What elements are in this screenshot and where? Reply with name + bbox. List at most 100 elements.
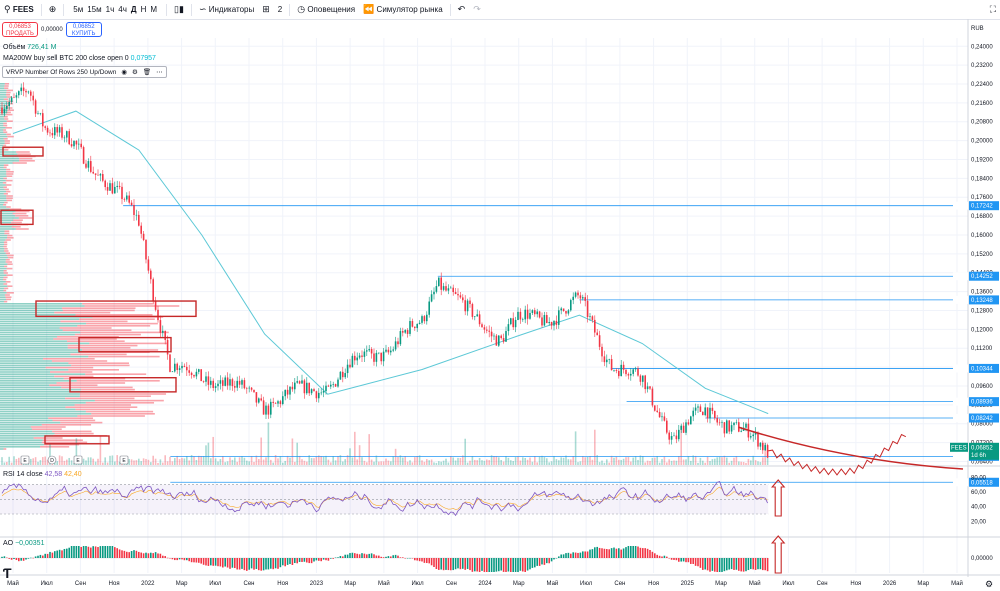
vrvp-down-row: [4, 85, 9, 87]
chart-canvas[interactable]: RUB 0,24000 0,23200 0,22400 0,21600 0,20800 0,…: [0, 19, 1000, 591]
time-axis[interactable]: Май Июл Сен Ноя 2022 Мар Июл Сен Ноя 2023 Мар Май Ию…: [7, 580, 963, 587]
ma-legend[interactable]: MA200W buy sell BTC 200 close open 0 0,0…: [3, 55, 156, 62]
time-axis-label: Ноя: [277, 581, 288, 587]
candle-body: [234, 386, 236, 388]
vrvp-up-row: [0, 309, 63, 312]
vrvp-up-row: [0, 267, 7, 270]
candle-body: [543, 315, 546, 326]
interval-5m[interactable]: 5м: [73, 5, 84, 14]
interval-week[interactable]: Н: [140, 5, 147, 14]
candle-body: [536, 311, 538, 315]
indicator-templates-button[interactable]: ⊞: [258, 0, 274, 19]
vrvp-down-row: [6, 254, 14, 257]
ao-bar: [541, 558, 543, 565]
candle-body: [70, 144, 73, 147]
volume-bar: [210, 458, 212, 465]
replay-button[interactable]: ⏪ Симулятор рынка: [359, 0, 447, 19]
candle-body: [637, 368, 639, 376]
tradingview-logo[interactable]: Ƭ: [3, 565, 12, 581]
vrvp-up-row: [0, 245, 4, 248]
divider: [166, 3, 168, 16]
vrvp-down-row: [80, 331, 169, 334]
volume-bar: [435, 462, 438, 465]
ao-legend[interactable]: AO −0,00351: [3, 540, 44, 547]
trash-icon[interactable]: 🗑: [142, 69, 152, 76]
more-icon[interactable]: ⋯: [156, 69, 163, 76]
candle-body: [630, 373, 632, 376]
ao-bar: [668, 558, 670, 559]
vrvp-legend[interactable]: VRVP Number Of Rows 250 Up/Down ◉ ⚙ 🗑 ⋯: [2, 66, 167, 78]
vrvp-up-row: [0, 364, 72, 367]
ao-bar: [627, 546, 630, 558]
vrvp-down-row: [5, 281, 11, 283]
price-axis[interactable]: RUB 0,24000 0,23200 0,22400 0,21600 0,20800 0,…: [20, 26, 999, 589]
candle-body: [682, 425, 685, 433]
ao-bar: [486, 558, 488, 572]
volume-bar: [490, 455, 493, 465]
ao-bar: [543, 558, 546, 565]
ao-bar: [570, 553, 572, 558]
eye-icon[interactable]: ◉: [121, 69, 127, 76]
volume-bar: [483, 460, 486, 465]
interval-4h[interactable]: 4ч: [118, 5, 127, 14]
candle-body: [387, 349, 390, 353]
ao-bar: [594, 547, 596, 558]
vrvp-down-row: [4, 149, 9, 151]
level-price-label: 0,14252: [971, 274, 993, 280]
candle-body: [423, 316, 426, 322]
candle-body: [262, 400, 265, 415]
ao-bar: [22, 558, 25, 561]
vrvp-down-row: [17, 153, 31, 155]
volume-bar: [97, 458, 99, 465]
ao-bar: [337, 557, 339, 558]
interval-day[interactable]: Д: [130, 5, 137, 14]
chart-type-button[interactable]: ▯▮: [170, 0, 188, 19]
vrvp-up-row: [0, 287, 4, 290]
templates-count[interactable]: 2: [274, 0, 286, 19]
sell-button[interactable]: 0,06853 ПРОДАТЬ: [2, 22, 38, 37]
volume-bar: [325, 455, 327, 465]
ao-bar: [538, 558, 541, 566]
vrvp-down-row: [59, 327, 112, 329]
candle-body: [375, 352, 378, 362]
fullscreen-button[interactable]: ⛶: [986, 0, 1000, 19]
candle-body: [166, 339, 169, 355]
settings-gear-icon[interactable]: ⚙: [131, 69, 138, 76]
candle-body: [399, 331, 402, 345]
ao-bar: [397, 555, 399, 558]
symbol-search[interactable]: ⚲ FEES: [0, 0, 38, 19]
candle-body: [334, 384, 337, 387]
candle-body: [8, 101, 10, 106]
rsi-legend[interactable]: RSI 14 close 42,58 42,40: [3, 471, 82, 478]
redo-button[interactable]: ↷: [469, 0, 485, 19]
divider: [449, 3, 451, 16]
volume-legend[interactable]: Объём 726,41 M: [3, 44, 56, 51]
ao-bar: [618, 548, 620, 558]
ao-bar: [241, 558, 243, 569]
ao-bar: [133, 550, 135, 558]
volume-bar: [740, 461, 742, 465]
vrvp-up-row: [0, 87, 5, 89]
interval-15m[interactable]: 15м: [87, 5, 102, 14]
interval-1h[interactable]: 1ч: [105, 5, 115, 14]
alerts-button[interactable]: ◷ Оповещения: [293, 0, 359, 19]
candle-body: [258, 398, 260, 403]
interval-month[interactable]: М: [150, 5, 158, 14]
vrvp-down-row: [65, 397, 135, 400]
vrvp-down-row: [6, 111, 11, 114]
indicators-button[interactable]: ∽ Индикаторы: [195, 0, 258, 19]
event-marker-label: E: [23, 458, 27, 464]
ao-bar: [651, 551, 654, 558]
vrvp-down-row: [49, 384, 98, 386]
candle-body: [217, 383, 219, 387]
candle-body: [274, 402, 277, 404]
vrvp-up-row: [0, 285, 8, 287]
vrvp-down-row: [4, 294, 10, 296]
compare-symbol-button[interactable]: ⊕: [45, 0, 61, 19]
volume-bar: [289, 457, 291, 465]
candle-body: [411, 321, 414, 327]
time-axis-label: Июл: [411, 581, 424, 587]
candle-body: [694, 407, 697, 411]
buy-button[interactable]: 0,06852 КУПИТЬ: [65, 22, 102, 37]
undo-button[interactable]: ↶: [454, 0, 470, 19]
